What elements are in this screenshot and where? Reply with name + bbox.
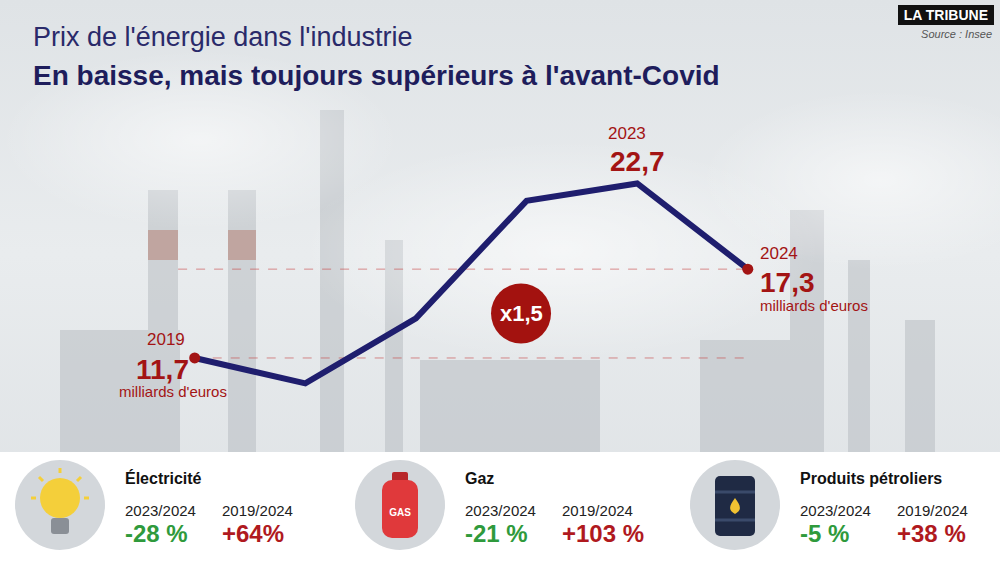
html-text:LA TRIBUNE: LA TRIBUNE (903, 7, 988, 23)
html-text:+103 %: +103 % (562, 520, 645, 547)
html-text:Gaz: Gaz (465, 470, 495, 487)
svg-text:x1,5: x1,5 (500, 301, 543, 326)
html-text:+64%: +64% (222, 520, 285, 547)
html-text:En baisse, mais toujours supér: En baisse, mais toujours supérieurs à l'… (33, 60, 720, 91)
html-text:Source : Insee: Source : Insee (921, 28, 992, 40)
svg-text:2023: 2023 (608, 124, 646, 143)
html-text:Électricité: Électricité (125, 470, 202, 487)
svg-text:2019: 2019 (147, 330, 185, 349)
svg-text:11,7: 11,7 (136, 354, 189, 385)
svg-text:milliards d'euros: milliards d'euros (119, 383, 227, 400)
html-text:2019/2024: 2019/2024 (222, 502, 293, 519)
svg-text:2024: 2024 (760, 244, 798, 263)
html-text:2023/2024: 2023/2024 (800, 502, 871, 519)
svg-text:milliards d'euros: milliards d'euros (760, 297, 868, 314)
html-text:Produits pétroliers: Produits pétroliers (800, 470, 943, 487)
html-text:-28 %: -28 % (125, 520, 188, 547)
svg-text:GAS: GAS (389, 507, 411, 518)
html-text:-21 %: -21 % (465, 520, 528, 547)
html-text:Prix de l'énergie dans l'indus: Prix de l'énergie dans l'industrie (33, 22, 413, 52)
svg-text:17,3: 17,3 (760, 267, 815, 298)
html-text:+38 %: +38 % (897, 520, 966, 547)
html-text:2019/2024: 2019/2024 (562, 502, 633, 519)
html-text:-5 %: -5 % (800, 520, 850, 547)
svg-text:22,7: 22,7 (610, 146, 665, 177)
html-text:2019/2024: 2019/2024 (897, 502, 968, 519)
html-text:2023/2024: 2023/2024 (465, 502, 536, 519)
html-text:2023/2024: 2023/2024 (125, 502, 196, 519)
